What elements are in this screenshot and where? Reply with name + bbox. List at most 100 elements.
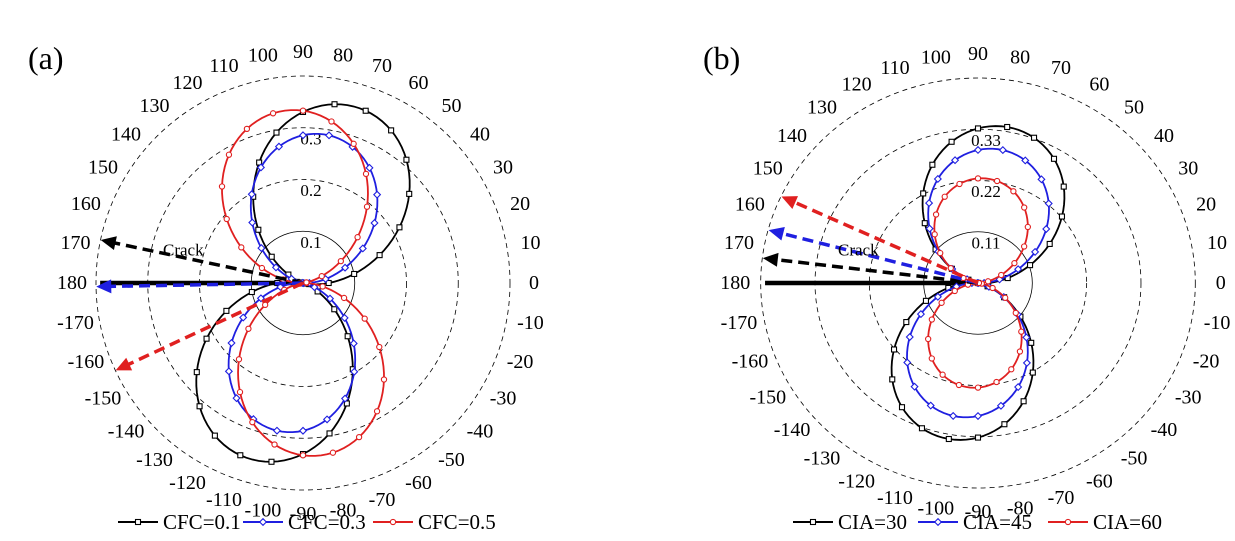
theta-tick-label: 100 xyxy=(248,45,278,67)
crack-annotation: Crack xyxy=(163,241,204,260)
polar-chart-a: 0.10.20.30102030405060708090100110120130… xyxy=(28,40,544,534)
theta-tick-label: -130 xyxy=(804,447,841,469)
square-marker xyxy=(974,434,982,441)
theta-tick-label: 160 xyxy=(735,194,765,216)
legend-label: CFC=0.3 xyxy=(288,510,366,534)
diamond-marker xyxy=(1022,358,1031,368)
circle-marker xyxy=(1018,328,1025,335)
diamond-marker xyxy=(903,358,912,367)
theta-tick-label: -10 xyxy=(1204,312,1231,334)
theta-tick-label: 100 xyxy=(921,46,951,68)
panel-label: (a) xyxy=(28,40,64,76)
circle-marker xyxy=(932,211,940,218)
diamond-marker xyxy=(358,244,367,253)
square-marker xyxy=(268,458,275,465)
theta-tick-label: 40 xyxy=(470,124,490,146)
diamond-marker xyxy=(933,517,943,527)
r-tick-label: 0.1 xyxy=(300,233,321,252)
theta-tick-label: 90 xyxy=(968,43,988,65)
theta-tick-label: 120 xyxy=(842,74,872,96)
theta-tick-label: -130 xyxy=(136,449,173,471)
theta-tick-label: 70 xyxy=(1051,57,1071,79)
diamond-marker xyxy=(325,294,335,303)
circle-marker xyxy=(223,215,230,223)
square-marker xyxy=(974,125,982,132)
square-marker xyxy=(1020,398,1027,405)
diamond-marker xyxy=(998,145,1007,155)
square-marker xyxy=(918,425,926,432)
theta-tick-label: -170 xyxy=(721,312,758,334)
theta-tick-label: 90 xyxy=(293,41,313,63)
square-marker xyxy=(396,224,403,231)
circle-marker xyxy=(362,170,370,178)
circle-marker xyxy=(941,193,948,200)
diamond-marker xyxy=(298,131,308,140)
circle-marker xyxy=(361,315,368,322)
r-tick-label: 0.2 xyxy=(300,181,321,200)
theta-tick-label: 120 xyxy=(173,72,203,94)
circle-marker xyxy=(956,180,963,188)
diamond-marker xyxy=(1042,224,1051,234)
theta-tick-label: -30 xyxy=(490,388,517,410)
theta-tick-label: -70 xyxy=(369,489,396,511)
theta-tick-label: 0 xyxy=(1216,272,1226,294)
legend: CFC=0.1 CFC=0.3 CFC=0.5 xyxy=(118,510,496,534)
diamond-marker xyxy=(926,401,935,410)
circle-marker xyxy=(380,376,388,383)
theta-tick-label: 160 xyxy=(71,193,101,215)
circle-marker xyxy=(993,378,1000,386)
circle-marker xyxy=(303,279,310,286)
square-marker xyxy=(890,346,898,353)
square-marker xyxy=(351,270,358,278)
theta-tick-label: 20 xyxy=(1196,194,1216,216)
square-marker xyxy=(237,452,244,459)
theta-tick-label: 10 xyxy=(1207,232,1227,254)
diamond-marker xyxy=(340,394,350,403)
circle-marker xyxy=(299,107,307,114)
diamond-marker xyxy=(910,382,919,391)
diamond-marker xyxy=(925,198,934,208)
square-marker xyxy=(889,376,896,383)
diamond-marker xyxy=(973,411,983,421)
square-marker xyxy=(134,518,142,526)
diamond-marker xyxy=(1044,199,1053,208)
circle-marker xyxy=(1010,188,1017,195)
theta-tick-label: -70 xyxy=(1048,487,1075,509)
circle-marker xyxy=(928,316,936,323)
legend-label: CFC=0.5 xyxy=(418,510,496,534)
circle-marker xyxy=(937,249,944,257)
arrow-head xyxy=(781,196,799,209)
diamond-marker xyxy=(247,190,256,199)
circle-marker xyxy=(1024,223,1031,231)
square-marker xyxy=(388,127,395,134)
theta-tick-label: -40 xyxy=(1151,419,1178,441)
diamond-marker xyxy=(340,263,350,272)
square-marker xyxy=(903,319,910,326)
legend: CIA=30 CIA=45 CIA=60 xyxy=(793,510,1162,534)
legend-label: CFC=0.1 xyxy=(163,510,241,534)
theta-tick-label: 80 xyxy=(1010,46,1030,68)
circle-marker xyxy=(249,419,256,426)
theta-tick-label: 180 xyxy=(720,272,750,294)
circle-marker xyxy=(218,183,226,190)
theta-tick-label: -60 xyxy=(1086,470,1113,492)
square-marker xyxy=(362,107,369,114)
diamond-marker xyxy=(322,415,332,424)
square-marker xyxy=(1060,183,1067,190)
square-marker xyxy=(1029,369,1036,376)
diamond-marker xyxy=(258,517,268,527)
theta-tick-label: -140 xyxy=(108,420,145,442)
theta-tick-label: -20 xyxy=(1193,350,1220,372)
diamond-marker xyxy=(373,190,382,199)
circle-marker xyxy=(243,125,251,133)
diamond-marker xyxy=(272,426,282,435)
square-marker xyxy=(193,369,200,376)
circle-marker xyxy=(974,175,982,182)
square-marker xyxy=(256,159,263,166)
square-marker xyxy=(331,101,338,108)
square-marker xyxy=(1027,262,1034,269)
diamond-marker xyxy=(256,163,266,172)
square-marker xyxy=(223,307,230,314)
circle-marker xyxy=(337,258,344,265)
